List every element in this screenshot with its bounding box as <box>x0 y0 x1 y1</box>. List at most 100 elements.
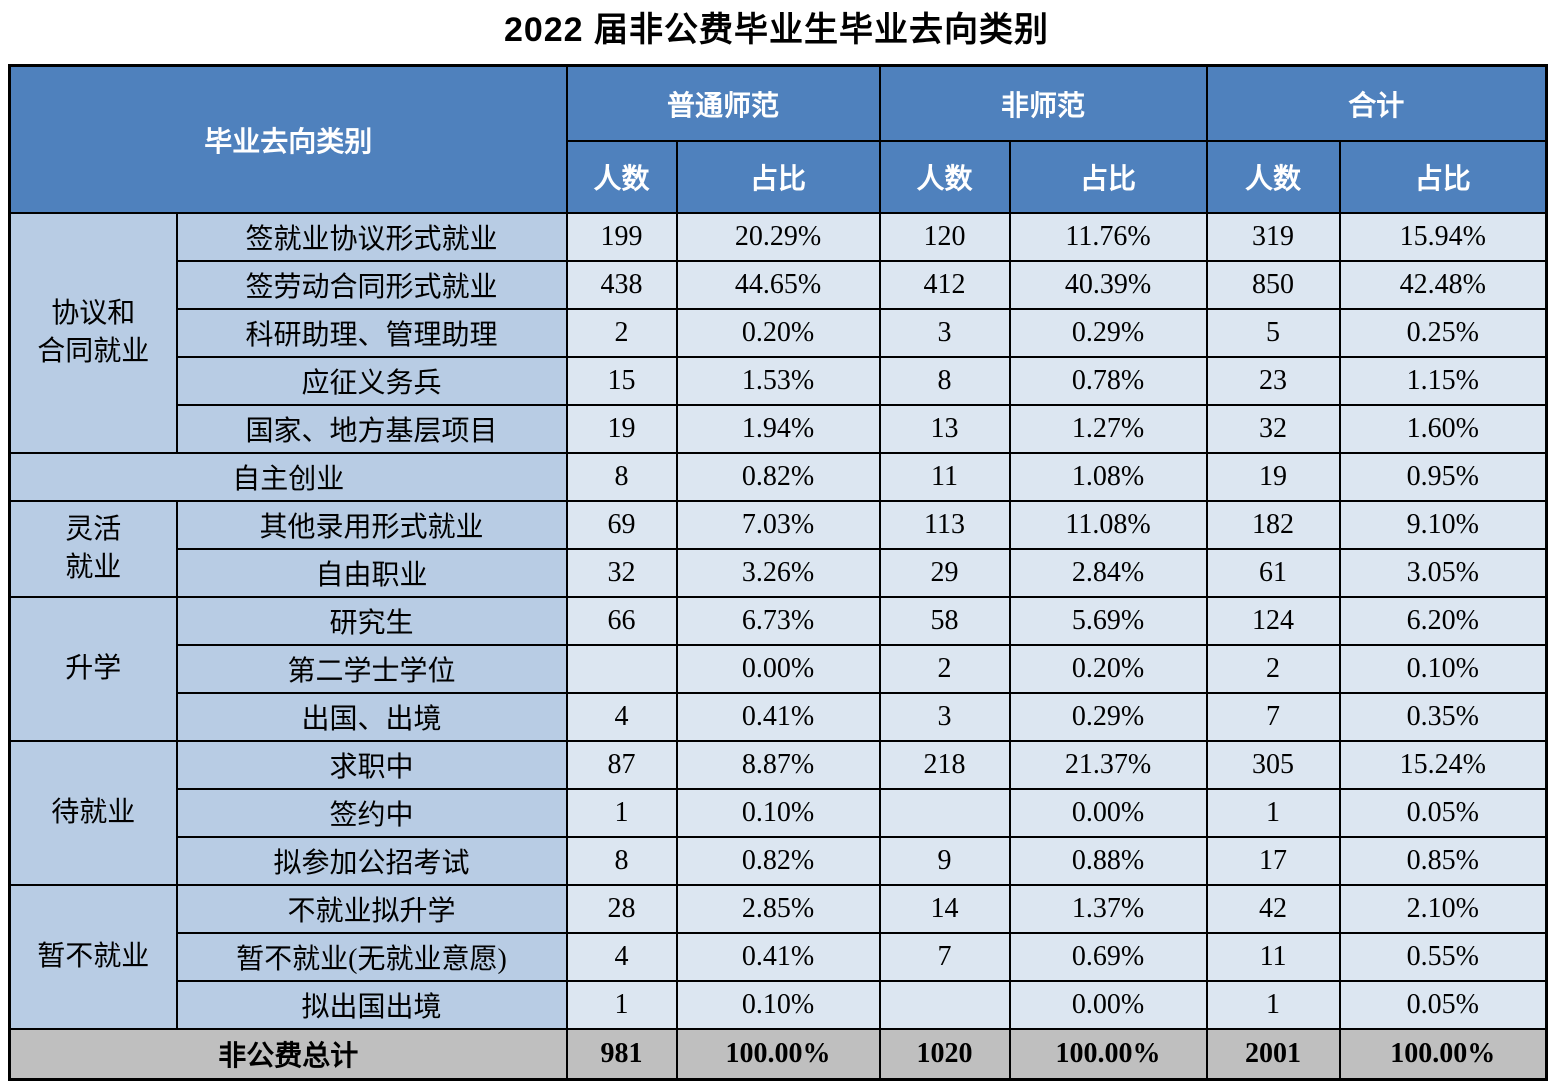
category-label: 第二学士学位 <box>175 644 568 694</box>
cell-value: 40.39% <box>1008 260 1208 310</box>
table-row: 协议和 合同就业 签就业协议形式就业 199 20.29% 120 11.76% 319 15… <box>8 212 1548 454</box>
cell-value: 5.69% <box>1008 596 1208 646</box>
category-label: 出国、出境 <box>175 692 568 742</box>
cell-value: 8 <box>565 452 678 502</box>
cell-value: 305 <box>1205 740 1341 790</box>
table-row: 灵活 就业 其他录用形式就业 69 7.03% 113 11.08% 182 9.10% <box>8 500 1548 598</box>
cell-value: 1.37% <box>1008 884 1208 934</box>
table-row: 自由职业 32 3.26% 29 2.84% 61 3.05% <box>10 548 1548 598</box>
cell-value: 1.27% <box>1008 404 1208 454</box>
cell-value: 0.41% <box>675 692 881 742</box>
cell-value: 15.24% <box>1338 740 1548 790</box>
cell-value: 19 <box>1205 452 1341 502</box>
cell-value: 15.94% <box>1338 212 1548 262</box>
cell-value: 0.29% <box>1008 308 1208 358</box>
cell-value: 6.20% <box>1338 596 1548 646</box>
cell-value: 0.69% <box>1008 932 1208 982</box>
header-zhanbi-1: 占比 <box>675 140 881 214</box>
table-row: 签劳动合同形式就业 438 44.65% 412 40.39% 850 42.48% <box>10 260 1548 310</box>
cell-value: 3.05% <box>1338 548 1548 598</box>
cell-value <box>878 788 1011 838</box>
cell-value: 0.82% <box>675 836 881 886</box>
header-renshu-2: 人数 <box>878 140 1011 214</box>
page-title: 2022 届非公费毕业生毕业去向类别 <box>503 11 1050 49</box>
cell-value: 0.10% <box>675 788 881 838</box>
cell-value: 1.60% <box>1338 404 1548 454</box>
cell-value: 0.10% <box>1338 644 1548 694</box>
cell-value: 58 <box>878 596 1011 646</box>
table-row: 国家、地方基层项目 19 1.94% 13 1.27% 32 1.60% <box>10 404 1548 454</box>
category-label: 自主创业 <box>8 452 568 502</box>
cell-value: 1 <box>1205 788 1341 838</box>
cell-value: 7.03% <box>675 500 881 550</box>
total-value: 1020 <box>878 1028 1011 1081</box>
total-value: 2001 <box>1205 1028 1341 1081</box>
cell-value: 0.10% <box>675 980 881 1030</box>
cell-value: 3.26% <box>675 548 881 598</box>
cell-value: 6.73% <box>675 596 881 646</box>
table-row: 签约中 1 0.10% 0.00% 1 0.05% <box>10 788 1548 838</box>
table-row: 拟参加公招考试 8 0.82% 9 0.88% 17 0.85% <box>10 836 1548 886</box>
cell-value: 32 <box>565 548 678 598</box>
category-label: 不就业拟升学 <box>175 884 568 934</box>
category-label: 签劳动合同形式就业 <box>175 260 568 310</box>
cell-value: 0.00% <box>1008 788 1208 838</box>
cell-value: 32 <box>1205 404 1341 454</box>
cell-value: 29 <box>878 548 1011 598</box>
group-label: 协议和 合同就业 <box>8 212 178 454</box>
cell-value: 3 <box>878 692 1011 742</box>
cell-value: 42 <box>1205 884 1341 934</box>
cell-value: 182 <box>1205 500 1341 550</box>
table-row: 暂不就业(无就业意愿) 4 0.41% 7 0.69% 11 0.55% <box>10 932 1548 982</box>
cell-value: 0.55% <box>1338 932 1548 982</box>
cell-value: 15 <box>565 356 678 406</box>
cell-value: 0.95% <box>1338 452 1548 502</box>
cell-value: 11 <box>1205 932 1341 982</box>
category-label: 其他录用形式就业 <box>175 500 568 550</box>
header-group-putong-shifan: 普通师范 <box>565 64 881 142</box>
category-label: 暂不就业(无就业意愿) <box>175 932 568 982</box>
cell-value: 44.65% <box>675 260 881 310</box>
cell-value: 412 <box>878 260 1011 310</box>
cell-value: 0.00% <box>1008 980 1208 1030</box>
cell-value: 9 <box>878 836 1011 886</box>
group-label: 暂不就业 <box>8 884 178 1030</box>
cell-value: 69 <box>565 500 678 550</box>
cell-value: 5 <box>1205 308 1341 358</box>
category-label: 签约中 <box>175 788 568 838</box>
total-value: 100.00% <box>675 1028 881 1081</box>
cell-value: 0.41% <box>675 932 881 982</box>
cell-value: 21.37% <box>1008 740 1208 790</box>
total-value: 100.00% <box>1338 1028 1548 1081</box>
table-header: 毕业去向类别 普通师范 非师范 合计 人数 占比 人数 占比 人数 占比 <box>8 64 1548 214</box>
category-label: 应征义务兵 <box>175 356 568 406</box>
cell-value: 28 <box>565 884 678 934</box>
cell-value: 113 <box>878 500 1011 550</box>
cell-value: 20.29% <box>675 212 881 262</box>
table-body: 协议和 合同就业 签就业协议形式就业 199 20.29% 120 11.76% 319 15… <box>8 212 1548 1081</box>
cell-value: 0.05% <box>1338 980 1548 1030</box>
cell-value: 2.10% <box>1338 884 1548 934</box>
cell-value: 438 <box>565 260 678 310</box>
table-row: 科研助理、管理助理 2 0.20% 3 0.29% 5 0.25% <box>10 308 1548 358</box>
cell-value: 0.25% <box>1338 308 1548 358</box>
cell-value: 11.76% <box>1008 212 1208 262</box>
cell-value: 0.35% <box>1338 692 1548 742</box>
header-renshu-3: 人数 <box>1205 140 1341 214</box>
cell-value: 7 <box>1205 692 1341 742</box>
table-row: 升学 研究生 66 6.73% 58 5.69% 124 6.20% <box>8 596 1548 742</box>
group-label: 灵活 就业 <box>8 500 178 598</box>
cell-value: 11 <box>878 452 1011 502</box>
total-value: 981 <box>565 1028 678 1081</box>
category-label: 求职中 <box>175 740 568 790</box>
cell-value: 4 <box>565 932 678 982</box>
cell-value: 0.20% <box>675 308 881 358</box>
cell-value: 1 <box>565 980 678 1030</box>
table-row: 拟出国出境 1 0.10% 0.00% 1 0.05% <box>10 980 1548 1030</box>
cell-value: 1 <box>565 788 678 838</box>
table-row: 应征义务兵 15 1.53% 8 0.78% 23 1.15% <box>10 356 1548 406</box>
cell-value: 7 <box>878 932 1011 982</box>
cell-value: 2 <box>565 308 678 358</box>
cell-value <box>878 980 1011 1030</box>
cell-value: 23 <box>1205 356 1341 406</box>
